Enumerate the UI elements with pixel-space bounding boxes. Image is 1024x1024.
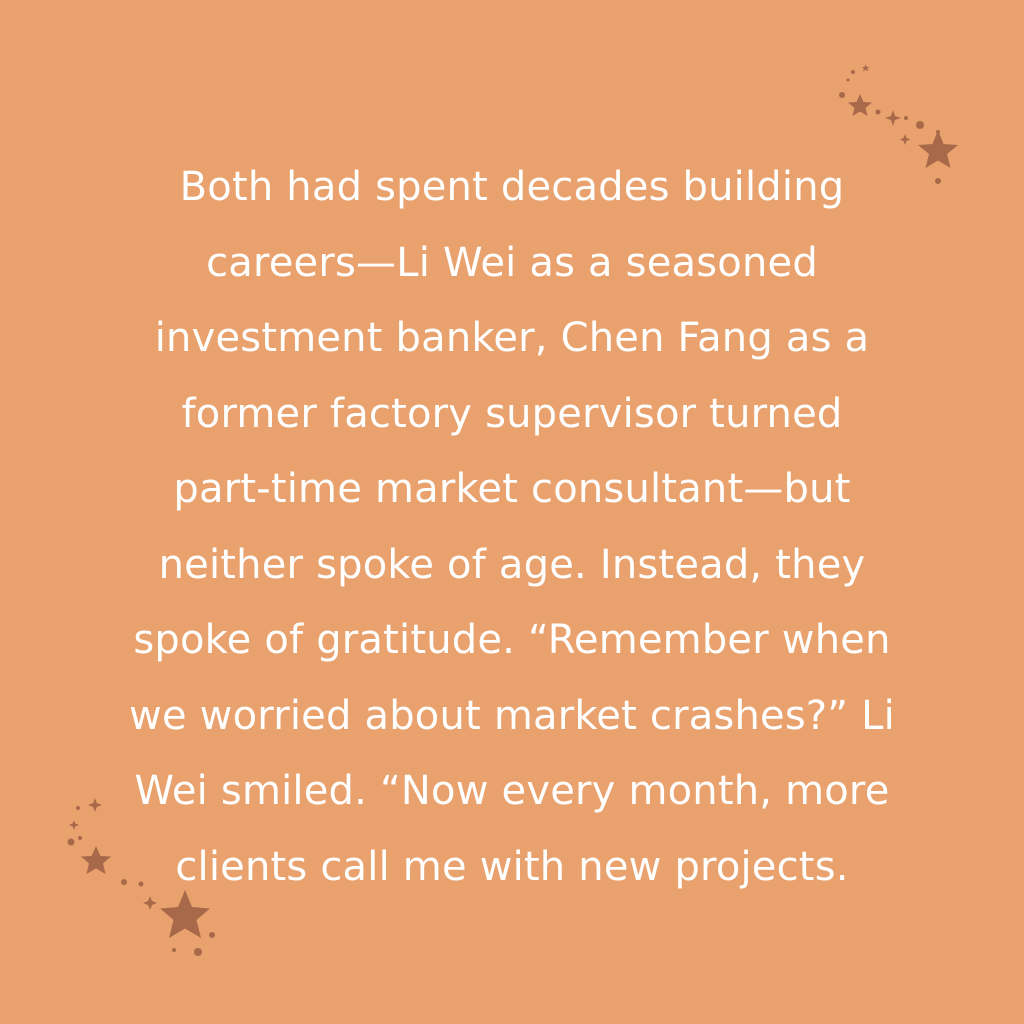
dot-icon — [916, 121, 924, 129]
quote-line: clients call me with new projects. — [175, 843, 849, 890]
dot-icon — [851, 70, 855, 74]
sparkle-icon — [885, 110, 901, 126]
dot-icon — [839, 92, 845, 98]
sparkle-icon — [899, 134, 911, 145]
dot-icon — [904, 116, 908, 120]
quote-line: careers—Li Wei as a seasoned — [206, 239, 818, 286]
quote-text: Both had spent decades building careers—… — [40, 150, 984, 905]
dot-icon — [172, 948, 176, 952]
dot-icon — [194, 948, 202, 956]
quote-line: neither spoke of age. Instead, they — [158, 541, 866, 588]
dot-icon — [936, 130, 940, 134]
dot-icon — [846, 78, 850, 82]
quote-line: Both had spent decades building — [179, 164, 845, 210]
quote-line: investment banker, Chen Fang as a — [154, 315, 870, 361]
dot-icon — [209, 932, 215, 938]
quote-line: Wei smiled. “Now every month, more — [134, 768, 890, 814]
quote-line: part-time market consultant—but — [173, 466, 851, 512]
quote-line: former factory supervisor turned — [181, 390, 843, 437]
dot-icon — [875, 109, 881, 115]
star-icon — [848, 94, 872, 116]
star-icon — [861, 64, 870, 72]
quote-line: spoke of gratitude. “Remember when — [133, 617, 891, 663]
quote-line: we worried about market crashes?” Li — [129, 692, 895, 739]
